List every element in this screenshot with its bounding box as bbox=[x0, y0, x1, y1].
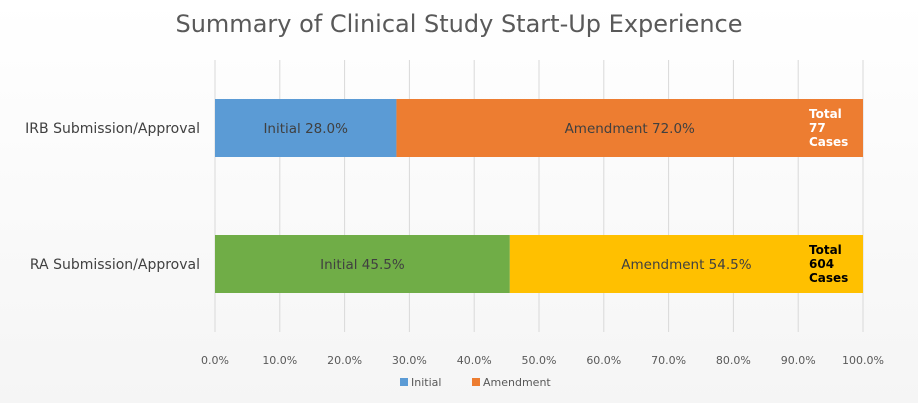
total-cases-label: 604 bbox=[809, 257, 834, 271]
data-label: Initial 28.0% bbox=[263, 121, 348, 137]
bar-segment-amendment bbox=[396, 99, 863, 157]
total-cases-label: Total bbox=[809, 243, 842, 257]
x-tick-label: 90.0% bbox=[781, 354, 816, 367]
bars-layer: IRB Submission/Approval Initial 28.0% Amen… bbox=[25, 99, 863, 293]
x-tick-label: 100.0% bbox=[842, 354, 884, 367]
data-label: Initial 45.5% bbox=[320, 257, 405, 273]
total-cases-label: Total bbox=[809, 107, 842, 121]
category-label: RA Submission/Approval bbox=[30, 257, 200, 273]
x-tick-label: 30.0% bbox=[392, 354, 427, 367]
legend: Initial Amendment bbox=[400, 376, 551, 389]
total-cases-label: 77 bbox=[809, 121, 826, 135]
legend-label: Initial bbox=[411, 376, 441, 389]
x-tick-label: 20.0% bbox=[327, 354, 362, 367]
x-tick-label: 70.0% bbox=[651, 354, 686, 367]
x-tick-label: 50.0% bbox=[522, 354, 557, 367]
x-tick-label: 10.0% bbox=[262, 354, 297, 367]
total-cases-label: Cases bbox=[809, 135, 848, 149]
data-label: Amendment 54.5% bbox=[621, 257, 751, 273]
legend-swatch-amendment bbox=[472, 378, 480, 386]
total-cases-label: Cases bbox=[809, 271, 848, 285]
legend-label: Amendment bbox=[483, 376, 551, 389]
data-label: Amendment 72.0% bbox=[565, 121, 695, 137]
x-axis-ticks: 0.0% 10.0% 20.0% 30.0% 40.0% 50.0% 60.0% 70.0% 8… bbox=[201, 354, 884, 367]
x-tick-label: 60.0% bbox=[586, 354, 621, 367]
bar-segment-initial bbox=[215, 99, 397, 157]
x-tick-label: 0.0% bbox=[201, 354, 229, 367]
legend-swatch-initial bbox=[400, 378, 408, 386]
chart-title: Summary of Clinical Study Start-Up Exper… bbox=[175, 10, 742, 38]
x-tick-label: 40.0% bbox=[457, 354, 492, 367]
category-label: IRB Submission/Approval bbox=[25, 121, 200, 137]
bar-segment-initial bbox=[215, 235, 510, 293]
x-tick-label: 80.0% bbox=[716, 354, 751, 367]
bar-segment-amendment bbox=[509, 235, 863, 293]
